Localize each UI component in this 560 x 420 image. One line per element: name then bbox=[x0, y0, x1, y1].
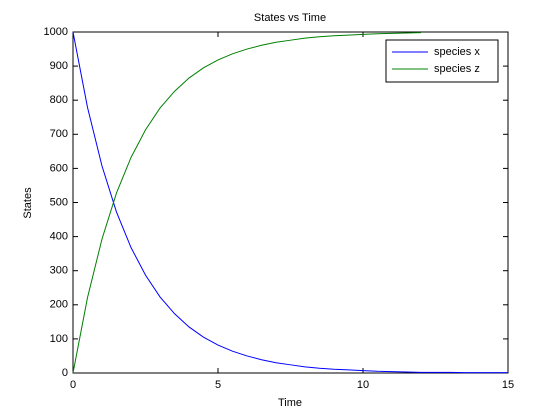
chart-title: States vs Time bbox=[254, 12, 326, 24]
x-tick-label: 15 bbox=[502, 379, 514, 391]
legend-box bbox=[385, 39, 499, 83]
y-tick-label: 0 bbox=[62, 367, 68, 379]
plot-area bbox=[72, 31, 509, 374]
line-series bbox=[72, 31, 508, 374]
y-tick-label: 100 bbox=[50, 333, 68, 345]
x-tick-label: 5 bbox=[215, 379, 221, 391]
line-series bbox=[72, 32, 422, 374]
y-tick-label: 600 bbox=[50, 162, 68, 174]
y-tick-label: 900 bbox=[50, 60, 68, 72]
y-tick-label: 800 bbox=[50, 94, 68, 106]
y-axis-label: States bbox=[22, 187, 34, 219]
y-tick-label: 1000 bbox=[44, 26, 68, 38]
y-tick-label: 200 bbox=[50, 299, 68, 311]
y-tick-label: 400 bbox=[50, 231, 68, 243]
x-axis-label: Time bbox=[278, 397, 302, 409]
y-tick-label: 500 bbox=[50, 196, 68, 208]
y-tick-label: 700 bbox=[50, 128, 68, 140]
legend-label: species z bbox=[434, 63, 480, 75]
y-tick-label: 300 bbox=[50, 265, 68, 277]
legend-label: species x bbox=[434, 46, 480, 58]
x-tick-label: 10 bbox=[357, 379, 369, 391]
x-tick-label: 0 bbox=[70, 379, 76, 391]
